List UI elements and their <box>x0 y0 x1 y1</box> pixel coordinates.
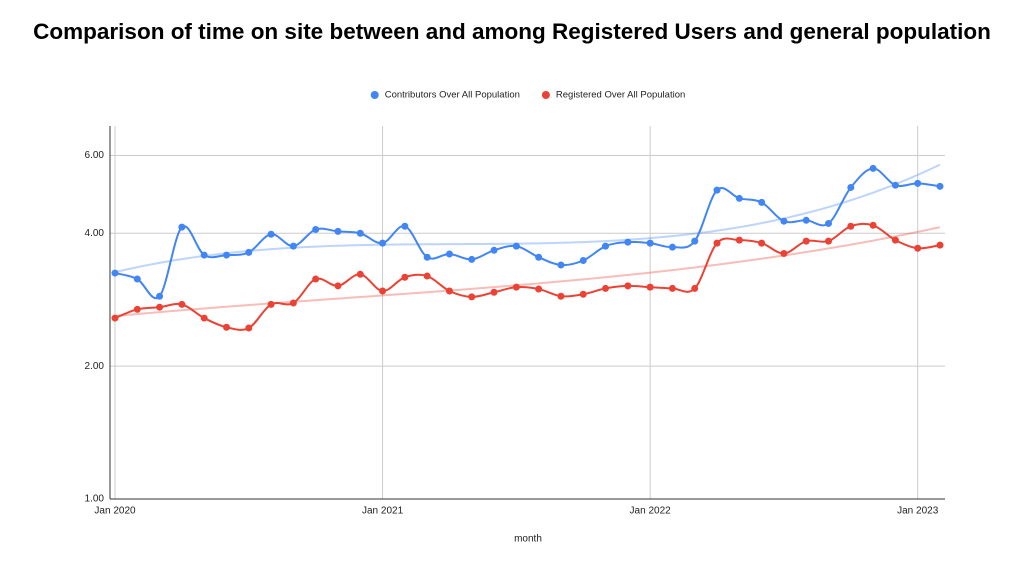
data-point <box>646 239 654 247</box>
data-point <box>111 314 119 322</box>
data-point <box>334 282 342 290</box>
data-point <box>668 243 676 251</box>
data-point <box>356 270 364 278</box>
data-point <box>847 183 855 191</box>
data-point <box>825 219 833 227</box>
data-point <box>758 198 766 206</box>
x-tick-label: Jan 2020 <box>94 506 136 517</box>
data-point <box>490 246 498 254</box>
data-point <box>914 244 922 252</box>
data-point <box>802 216 810 224</box>
data-point <box>156 303 164 311</box>
data-point <box>691 237 699 245</box>
legend-marker <box>541 91 550 99</box>
data-point <box>825 237 833 245</box>
data-point <box>624 282 632 290</box>
data-point <box>133 275 141 283</box>
data-point <box>222 251 230 259</box>
y-tick-label: 4.00 <box>85 228 105 239</box>
data-point <box>156 292 164 300</box>
data-point <box>423 272 431 280</box>
data-point <box>847 222 855 230</box>
data-point <box>289 299 297 307</box>
data-point <box>445 287 453 295</box>
data-point <box>200 251 208 259</box>
trendline <box>114 163 941 274</box>
data-point <box>245 324 253 332</box>
data-point <box>334 227 342 235</box>
data-point <box>535 285 543 293</box>
data-point <box>178 223 186 231</box>
chart-title: Comparison of time on site between and a… <box>33 19 991 44</box>
data-point <box>289 242 297 250</box>
data-point <box>735 194 743 202</box>
data-point <box>936 241 944 249</box>
data-point <box>758 239 766 247</box>
data-point <box>780 249 788 257</box>
data-point <box>356 229 364 237</box>
data-point <box>535 253 543 261</box>
legend-marker <box>370 91 379 99</box>
legend-label: Contributors Over All Population <box>385 90 520 101</box>
data-point <box>780 217 788 225</box>
data-point <box>735 236 743 244</box>
data-point <box>802 237 810 245</box>
data-point <box>579 290 587 298</box>
data-point <box>869 164 877 172</box>
data-point <box>401 273 409 281</box>
data-point <box>490 288 498 296</box>
data-point <box>512 242 520 250</box>
data-point <box>200 314 208 322</box>
data-point <box>312 275 320 283</box>
data-point <box>178 300 186 308</box>
data-point <box>468 255 476 263</box>
y-tick-label: 2.00 <box>85 361 105 372</box>
data-point <box>891 181 899 189</box>
data-point <box>713 186 721 194</box>
data-point <box>379 239 387 247</box>
data-point <box>914 179 922 187</box>
data-point <box>936 182 944 190</box>
legend-label: Registered Over All Population <box>556 90 685 101</box>
data-point <box>869 221 877 229</box>
data-point <box>557 292 565 300</box>
data-point <box>133 305 141 313</box>
data-point <box>379 287 387 295</box>
data-point <box>602 242 610 250</box>
data-point <box>512 283 520 291</box>
data-point <box>668 284 676 292</box>
x-tick-label: Jan 2022 <box>630 506 672 517</box>
data-point <box>111 269 119 277</box>
data-point <box>267 300 275 308</box>
data-point <box>267 230 275 238</box>
data-point <box>713 239 721 247</box>
data-point <box>423 253 431 261</box>
data-point <box>602 284 610 292</box>
data-point <box>624 238 632 246</box>
x-tick-label: Jan 2023 <box>897 506 939 517</box>
series-line <box>114 222 941 331</box>
x-axis-label: month <box>514 534 542 545</box>
data-point <box>691 284 699 292</box>
data-point <box>891 236 899 244</box>
data-point <box>468 293 476 301</box>
x-tick-label: Jan 2021 <box>362 506 404 517</box>
data-point <box>445 250 453 258</box>
y-tick-label: 6.00 <box>85 150 105 161</box>
trendline <box>114 226 941 318</box>
data-point <box>222 323 230 331</box>
data-point <box>401 222 409 230</box>
data-point <box>312 225 320 233</box>
data-point <box>646 283 654 291</box>
y-tick-label: 1.00 <box>85 494 105 505</box>
data-point <box>579 257 587 265</box>
data-point <box>245 248 253 256</box>
data-point <box>557 261 565 269</box>
